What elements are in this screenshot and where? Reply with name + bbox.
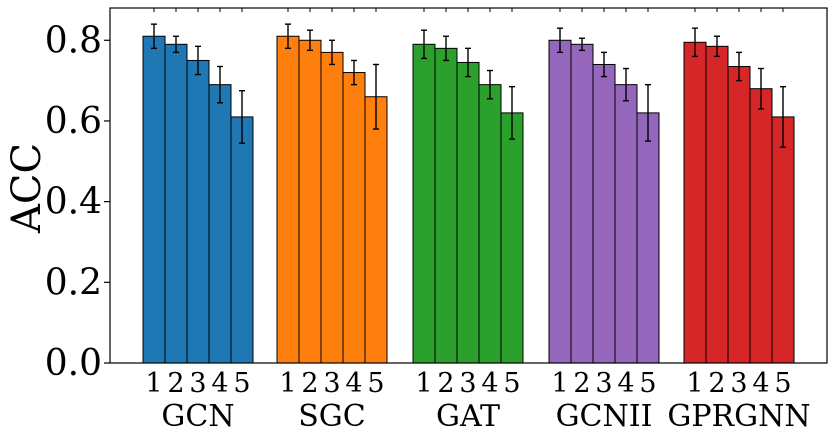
sub-label-gat-2: 2 <box>437 368 454 399</box>
y-tick-label-0.2: 0.2 <box>45 262 102 303</box>
bar-gprgnn-2 <box>705 45 729 364</box>
bar-gat-5 <box>500 112 524 364</box>
y-tick-label-0.4: 0.4 <box>45 182 102 223</box>
bar-gcnii-1 <box>548 39 572 364</box>
sub-label-sgc-5: 5 <box>367 368 384 399</box>
sub-label-gcnii-2: 2 <box>573 368 590 399</box>
bar-gat-2 <box>434 47 458 364</box>
y-tick-label-0.6: 0.6 <box>45 101 102 142</box>
bar-sgc-1 <box>276 35 300 364</box>
bar-sgc-5 <box>364 96 388 364</box>
bar-sgc-3 <box>320 51 344 364</box>
bar-gcnii-2 <box>570 43 594 364</box>
bar-sgc-2 <box>298 39 322 364</box>
bar-gcnii-5 <box>636 112 660 364</box>
group-label-gcn: GCN <box>161 399 234 434</box>
error-bar-sgc-3 <box>329 39 335 66</box>
error-bar-gprgnn-5 <box>780 85 786 148</box>
error-bar-gprgnn-3 <box>736 51 742 82</box>
sub-label-gprgnn-3: 3 <box>730 368 747 399</box>
sub-label-gprgnn-2: 2 <box>708 368 725 399</box>
sub-label-gprgnn-4: 4 <box>752 368 769 399</box>
y-tick-label-0.8: 0.8 <box>45 20 102 61</box>
bar-gcn-2 <box>164 43 188 364</box>
error-bar-sgc-5 <box>373 63 379 130</box>
sub-label-gcnii-4: 4 <box>617 368 634 399</box>
sub-label-gcn-1: 1 <box>145 368 162 399</box>
bar-gcn-4 <box>208 84 232 364</box>
bars-layer <box>142 23 795 364</box>
error-bar-gcn-2 <box>173 35 179 54</box>
error-bar-gat-3 <box>465 47 471 78</box>
sub-label-sgc-4: 4 <box>345 368 362 399</box>
bar-gat-3 <box>456 61 480 364</box>
sub-label-gcn-4: 4 <box>211 368 228 399</box>
error-bar-gat-4 <box>487 69 493 100</box>
sub-label-sgc-2: 2 <box>301 368 318 399</box>
error-bar-gprgnn-2 <box>714 35 720 58</box>
bar-gprgnn-1 <box>683 41 707 364</box>
bar-gcnii-4 <box>614 84 638 364</box>
error-bar-gcn-4 <box>217 65 223 104</box>
sub-label-gcnii-5: 5 <box>639 368 656 399</box>
sub-label-gprgnn-5: 5 <box>774 368 791 399</box>
error-bar-sgc-2 <box>307 29 313 52</box>
sub-label-gat-5: 5 <box>503 368 520 399</box>
group-label-gprgnn: GPRGNN <box>667 399 810 434</box>
sub-label-gat-3: 3 <box>459 368 476 399</box>
y-axis-title: ACC <box>4 143 50 234</box>
error-bar-gcnii-1 <box>557 27 563 54</box>
error-bar-gat-1 <box>421 29 427 60</box>
sub-label-gcnii-3: 3 <box>595 368 612 399</box>
bar-gcn-3 <box>186 59 210 364</box>
sub-label-gcn-3: 3 <box>189 368 206 399</box>
error-bar-gcn-5 <box>239 89 245 144</box>
sub-label-sgc-1: 1 <box>279 368 296 399</box>
error-bar-gprgnn-4 <box>758 67 764 110</box>
error-bar-gcn-3 <box>195 45 201 76</box>
sub-label-gprgnn-1: 1 <box>686 368 703 399</box>
bar-gat-4 <box>478 84 502 364</box>
bar-gprgnn-3 <box>727 65 751 364</box>
error-bar-sgc-4 <box>351 59 357 86</box>
sub-label-gat-4: 4 <box>481 368 498 399</box>
error-bar-gcnii-4 <box>623 67 629 102</box>
sub-label-sgc-3: 3 <box>323 368 340 399</box>
error-bar-sgc-1 <box>285 23 291 50</box>
bar-gat-1 <box>412 43 436 364</box>
sub-label-gcn-2: 2 <box>167 368 184 399</box>
error-bar-gat-5 <box>509 85 515 140</box>
error-bar-gcnii-5 <box>645 83 651 142</box>
sub-label-gcnii-1: 1 <box>551 368 568 399</box>
bar-gcn-5 <box>230 116 254 364</box>
error-bar-gcn-1 <box>151 23 157 50</box>
y-tick-label-0.0: 0.0 <box>45 343 102 384</box>
error-bar-gcnii-2 <box>579 37 585 52</box>
bar-gcnii-3 <box>592 63 616 364</box>
error-bar-gcnii-3 <box>601 51 607 78</box>
sub-label-gcn-5: 5 <box>233 368 250 399</box>
group-label-gat: GAT <box>436 399 500 434</box>
bar-gprgnn-4 <box>749 88 773 364</box>
group-label-gcnii: GCNII <box>556 399 653 434</box>
error-bar-gat-2 <box>443 35 449 62</box>
bar-sgc-4 <box>342 72 366 364</box>
axes-layer <box>104 7 828 364</box>
group-label-sgc: SGC <box>298 399 365 434</box>
bar-gcn-1 <box>142 35 166 364</box>
sub-label-gat-1: 1 <box>415 368 432 399</box>
bar-gprgnn-5 <box>771 116 795 364</box>
error-bar-gprgnn-1 <box>692 27 698 58</box>
